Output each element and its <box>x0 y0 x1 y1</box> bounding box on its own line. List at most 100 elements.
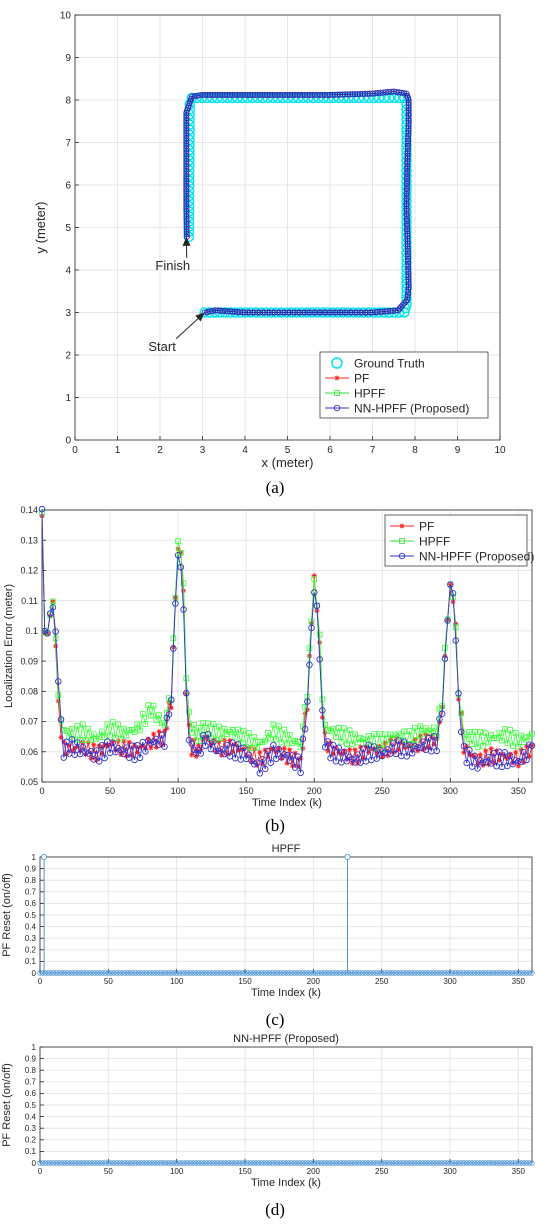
series-point <box>85 725 92 732</box>
series-point <box>449 590 457 597</box>
series-point <box>104 743 110 749</box>
x-tick-label: 100 <box>170 977 184 986</box>
series-point <box>72 745 78 751</box>
legend-box <box>319 351 489 419</box>
series-point <box>145 702 151 708</box>
series-point <box>96 734 102 741</box>
series-point <box>162 728 167 734</box>
series-point <box>57 716 65 723</box>
series-point <box>358 744 363 750</box>
series-point <box>168 696 175 703</box>
series-point <box>506 752 514 759</box>
legend-marker <box>334 375 340 381</box>
x-tick-label: 0 <box>38 977 43 986</box>
x-tick-label: 200 <box>307 977 321 986</box>
series-point <box>142 745 148 751</box>
series-point <box>376 746 383 754</box>
x-tick-label: 200 <box>307 786 322 796</box>
series-point <box>474 765 481 772</box>
series-point <box>529 730 535 737</box>
x-tick-label: 4 <box>242 445 248 456</box>
x-tick-label: 150 <box>239 786 254 796</box>
series-point <box>112 735 119 741</box>
series-point <box>333 734 339 740</box>
x-tick-label: 0 <box>72 445 78 456</box>
series-point <box>359 745 367 753</box>
ground-truth-point <box>184 134 195 146</box>
y-tick-label: 0.6 <box>25 899 37 908</box>
series-point <box>115 721 122 728</box>
series-point <box>316 631 323 638</box>
series-point <box>311 573 317 579</box>
series-point <box>153 744 159 750</box>
series-point <box>297 744 304 751</box>
y-tick-label: 4 <box>65 266 71 277</box>
series-point <box>101 754 108 762</box>
y-tick-label: 0.13 <box>20 535 38 545</box>
series-point <box>325 748 331 754</box>
series-point <box>68 736 76 743</box>
series-point <box>276 723 282 729</box>
series-point <box>330 751 336 757</box>
y-tick-label: 0.2 <box>25 946 37 955</box>
series-point <box>262 737 269 744</box>
trajectory-panel: 0 1 2 3 4 5 6 7 8 9 10 0 1 2 3 4 5 6 7 8 9 10 x (meter) y (mete… <box>0 0 550 500</box>
legend-label: Ground Truth <box>354 357 425 371</box>
series-point <box>507 727 514 733</box>
series-point <box>284 740 290 747</box>
legend-label: PF <box>419 520 434 534</box>
series-point <box>376 731 383 737</box>
series-point <box>63 728 70 734</box>
series-point <box>281 745 287 751</box>
series-point <box>240 727 247 734</box>
series-point <box>145 736 151 742</box>
series-point <box>420 731 426 737</box>
series-point <box>336 750 342 756</box>
series-point <box>69 748 75 754</box>
series-point <box>93 747 100 754</box>
series-point <box>156 728 162 734</box>
series-point <box>66 742 72 748</box>
chart-title: HPFF <box>272 843 301 855</box>
series-point <box>168 705 174 711</box>
series-point <box>302 711 308 717</box>
legend-label: PF <box>354 372 369 386</box>
series-point <box>268 746 274 752</box>
series-point <box>238 747 244 753</box>
x-tick-label: 250 <box>375 977 389 986</box>
series-point <box>253 759 261 766</box>
ground-truth-point <box>199 307 210 318</box>
series-point <box>137 744 143 750</box>
y-tick-label: 0.11 <box>21 596 38 606</box>
x-tick-label: 3 <box>200 445 206 456</box>
series-point <box>310 589 318 596</box>
y-tick-label: 0.3 <box>25 934 37 943</box>
series-point <box>463 736 470 743</box>
series-point <box>469 741 475 748</box>
series-point <box>196 742 202 748</box>
series-point <box>46 610 54 617</box>
series-point <box>466 746 473 754</box>
y-tick-label: 0.4 <box>25 1112 37 1121</box>
series-point <box>265 730 271 736</box>
series-point <box>455 690 462 697</box>
nn-hpff-reset-panel: 0 50 100 150 200 250 300 350 0 0.1 0.2 0.3 0.4 0.5 0.6… <box>0 1030 550 1230</box>
ground-truth-point <box>401 288 412 300</box>
ground-truth-point <box>358 92 370 104</box>
hpff-reset-chart: 0 50 100 150 200 250 300 350 0 0.1 0.2 0.3 0.4 0.5 0.6… <box>1 843 535 999</box>
series-point <box>395 730 402 737</box>
series-point <box>463 759 470 767</box>
x-tick-label: 0 <box>38 1167 43 1176</box>
series-point <box>208 742 214 748</box>
series-point <box>107 742 113 748</box>
series-point <box>55 678 62 685</box>
series-point <box>306 645 313 652</box>
y-tick-label: 5 <box>65 223 71 234</box>
series-point <box>526 754 532 760</box>
series-point <box>177 563 185 571</box>
chart-title: NN-HPFF (Proposed) <box>233 1033 339 1045</box>
nn-hpff-point <box>396 305 403 312</box>
series-point <box>474 744 481 751</box>
series-point <box>257 749 263 755</box>
series-point <box>129 752 135 758</box>
